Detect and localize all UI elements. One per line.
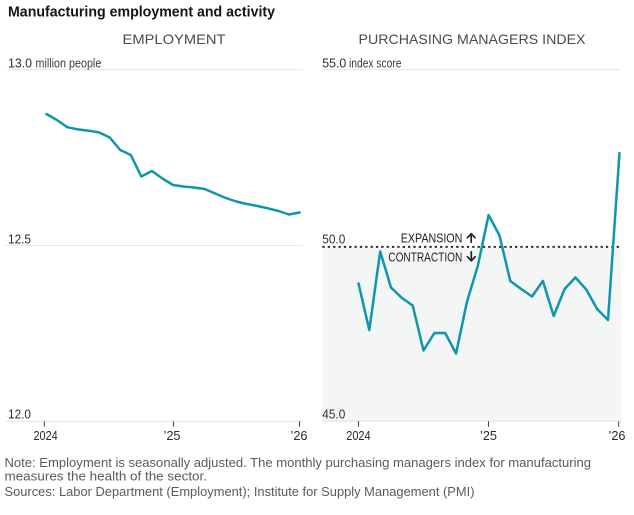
svg-text:12.5: 12.5 [8,232,31,247]
svg-text:EXPANSION: EXPANSION [401,230,463,245]
svg-text:13.0: 13.0 [8,56,32,71]
svg-text:’26: ’26 [609,428,626,443]
svg-text:Manufacturing employment and a: Manufacturing employment and activity [8,5,275,21]
svg-text:50.0: 50.0 [322,232,345,247]
svg-text:Note: Employment is seasonally: Note: Employment is seasonally adjusted.… [5,455,592,470]
svg-text:12.0: 12.0 [8,407,31,422]
svg-text:2024: 2024 [346,428,370,443]
svg-text:million people: million people [36,57,102,71]
svg-text:measures the health of the sec: measures the health of the sector. [5,468,208,483]
svg-text:2024: 2024 [33,428,57,443]
svg-text:index score: index score [349,57,402,71]
svg-text:’26: ’26 [291,428,308,443]
svg-text:EMPLOYMENT: EMPLOYMENT [123,31,226,47]
svg-text:45.0: 45.0 [322,407,345,422]
svg-text:Sources: Labor Department (Emp: Sources: Labor Department (Employment); … [5,484,475,499]
svg-text:PURCHASING MANAGERS INDEX: PURCHASING MANAGERS INDEX [359,31,587,47]
svg-text:55.0: 55.0 [322,56,346,71]
svg-text:’25: ’25 [480,428,497,443]
svg-text:’25: ’25 [164,428,181,443]
svg-text:CONTRACTION: CONTRACTION [388,250,462,265]
